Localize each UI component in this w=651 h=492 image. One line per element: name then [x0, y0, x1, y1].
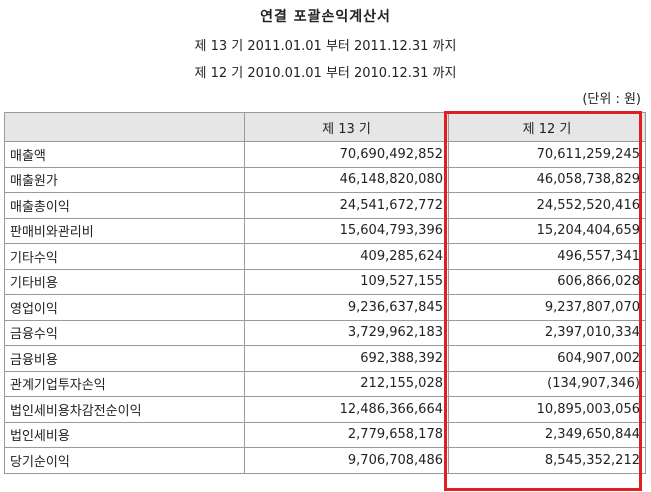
row-label: 기타수익 — [4, 243, 245, 270]
table-row: 법인세비용차감전순이익 12,486,366,664 10,895,003,056 — [4, 396, 646, 423]
value-previous: 10,895,003,056 — [448, 396, 646, 423]
value-current: 3,729,962,183 — [244, 319, 449, 346]
value-previous: 15,204,404,659 — [448, 217, 646, 244]
table-row: 기타비용 109,527,155 606,866,028 — [4, 268, 646, 295]
value-previous: 606,866,028 — [448, 268, 646, 295]
table-row: 금융비용 692,388,392 604,907,002 — [4, 345, 646, 372]
table-row: 금융수익 3,729,962,183 2,397,010,334 — [4, 319, 646, 346]
header-current-period: 제 13 기 — [244, 112, 449, 142]
table-row: 당기순이익 9,706,708,486 8,545,352,212 — [4, 447, 646, 474]
value-previous: 2,397,010,334 — [448, 319, 646, 346]
value-current: 109,527,155 — [244, 268, 449, 295]
value-current: 9,236,637,845 — [244, 294, 449, 321]
row-label: 영업이익 — [4, 294, 245, 321]
table-header-row: 제 13 기 제 12 기 — [4, 112, 646, 142]
table-row: 법인세비용 2,779,658,178 2,349,650,844 — [4, 421, 646, 448]
row-label: 기타비용 — [4, 268, 245, 295]
value-previous: 496,557,341 — [448, 243, 646, 270]
value-previous: 46,058,738,829 — [448, 166, 646, 193]
header-previous-period: 제 12 기 — [448, 112, 646, 142]
table-row: 매출원가 46,148,820,080 46,058,738,829 — [4, 166, 646, 193]
table-row: 영업이익 9,236,637,845 9,237,807,070 — [4, 294, 646, 321]
value-current: 46,148,820,080 — [244, 166, 449, 193]
row-label: 매출액 — [4, 141, 245, 168]
table-row: 기타수익 409,285,624 496,557,341 — [4, 243, 646, 270]
header-corner — [4, 112, 245, 142]
row-label: 매출원가 — [4, 166, 245, 193]
row-label: 법인세비용 — [4, 421, 245, 448]
value-current: 2,779,658,178 — [244, 421, 449, 448]
value-current: 9,706,708,486 — [244, 447, 449, 474]
row-label: 금융비용 — [4, 345, 245, 372]
value-previous: 604,907,002 — [448, 345, 646, 372]
value-current: 409,285,624 — [244, 243, 449, 270]
value-current: 70,690,492,852 — [244, 141, 449, 168]
value-previous: 70,611,259,245 — [448, 141, 646, 168]
row-label: 관계기업투자손익 — [4, 370, 245, 397]
table-row: 매출총이익 24,541,672,772 24,552,520,416 — [4, 192, 646, 219]
row-label: 법인세비용차감전순이익 — [4, 396, 245, 423]
table-row: 판매비와관리비 15,604,793,396 15,204,404,659 — [4, 217, 646, 244]
unit-label: (단위 : 원) — [582, 92, 641, 107]
value-current: 212,155,028 — [244, 370, 449, 397]
value-current: 24,541,672,772 — [244, 192, 449, 219]
table-row: 관계기업투자손익 212,155,028 (134,907,346) — [4, 370, 646, 397]
value-previous: 9,237,807,070 — [448, 294, 646, 321]
value-previous: 24,552,520,416 — [448, 192, 646, 219]
income-statement-table: 제 13 기 제 12 기 매출액 70,690,492,852 70,611,25… — [4, 112, 646, 474]
period-current: 제 13 기 2011.01.01 부터 2011.12.31 까지 — [194, 39, 457, 54]
table-row: 매출액 70,690,492,852 70,611,259,245 — [4, 141, 646, 168]
document-title: 연결 포괄손익계산서 — [260, 9, 391, 25]
period-previous: 제 12 기 2010.01.01 부터 2010.12.31 까지 — [194, 66, 457, 81]
row-label: 금융수익 — [4, 319, 245, 346]
value-previous: 2,349,650,844 — [448, 421, 646, 448]
row-label: 당기순이익 — [4, 447, 245, 474]
value-current: 12,486,366,664 — [244, 396, 449, 423]
row-label: 판매비와관리비 — [4, 217, 245, 244]
value-current: 15,604,793,396 — [244, 217, 449, 244]
value-previous: (134,907,346) — [448, 370, 646, 397]
value-current: 692,388,392 — [244, 345, 449, 372]
row-label: 매출총이익 — [4, 192, 245, 219]
value-previous: 8,545,352,212 — [448, 447, 646, 474]
